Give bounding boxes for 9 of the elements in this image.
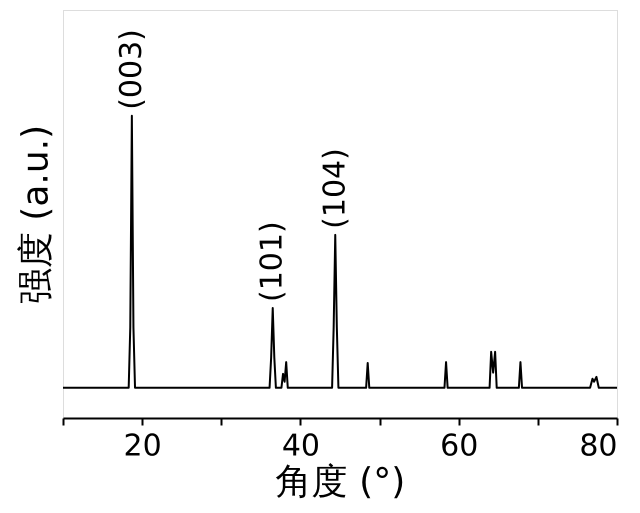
x-tick-label: 80 (579, 428, 618, 464)
x-tick-label: 20 (124, 428, 162, 464)
annotation: (104) (317, 148, 352, 229)
x-axis-title: 角度 (°) (276, 462, 406, 502)
annotation: (003) (114, 29, 149, 110)
x-tick-label: 60 (440, 428, 478, 464)
x-tick-label: 40 (282, 428, 320, 464)
annotation: (101) (254, 221, 290, 302)
y-axis-title: 强度 (a.u.) (16, 124, 56, 304)
